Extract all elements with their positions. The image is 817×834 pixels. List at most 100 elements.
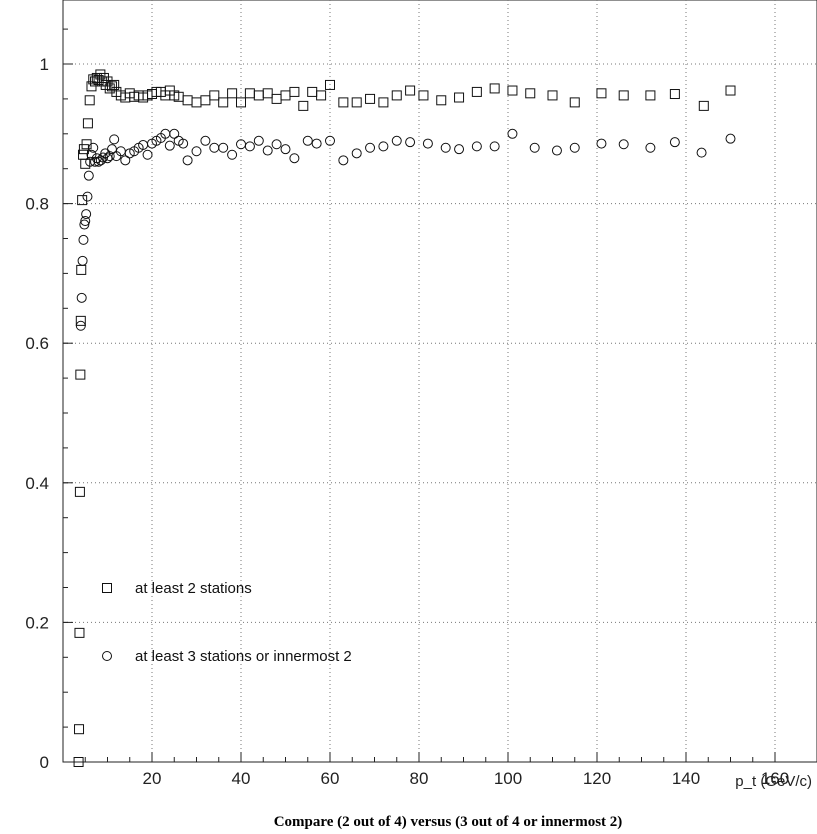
- square-point: [253, 90, 264, 101]
- y-tick-label: 0: [40, 753, 49, 772]
- square-point: [271, 93, 282, 104]
- x-tick-label: 160: [761, 769, 789, 788]
- circle-point: [289, 153, 300, 164]
- circle-point: [78, 234, 89, 245]
- square-point: [471, 86, 482, 97]
- square-point: [91, 72, 102, 83]
- circle-point: [618, 139, 629, 150]
- circle-point: [338, 155, 349, 166]
- x-tick-label: 100: [494, 769, 522, 788]
- circle-point: [311, 138, 322, 149]
- legend-label: at least 2 stations: [135, 580, 252, 597]
- circle-point: [85, 156, 96, 167]
- circle-point: [507, 128, 518, 139]
- square-point: [289, 86, 300, 97]
- grid-lines: [63, 0, 817, 762]
- square-point: [596, 88, 607, 99]
- square-point: [307, 86, 318, 97]
- circle-point: [454, 144, 465, 155]
- square-point: [77, 195, 88, 206]
- legend-circle-icon: [102, 651, 112, 661]
- circle-point: [95, 155, 106, 166]
- square-point: [200, 95, 211, 106]
- square-point: [489, 83, 500, 94]
- circle-point: [696, 147, 707, 158]
- square-point: [109, 79, 120, 90]
- square-point: [669, 89, 680, 100]
- square-point: [73, 757, 84, 767]
- circle-point: [76, 292, 87, 303]
- square-point: [74, 627, 85, 638]
- x-tick-label: 20: [143, 769, 162, 788]
- circle-point: [302, 135, 313, 146]
- x-tick-label: 140: [672, 769, 700, 788]
- circle-point: [391, 135, 402, 146]
- x-tick-label: 60: [321, 769, 340, 788]
- x-tick-label: 80: [410, 769, 429, 788]
- y-tick-label: 0.6: [25, 334, 49, 353]
- circle-point: [75, 320, 86, 331]
- circle-point: [529, 142, 540, 153]
- square-point: [645, 90, 656, 101]
- square-point: [365, 93, 376, 104]
- circle-point: [218, 142, 229, 153]
- series-2: [75, 128, 736, 331]
- circle-point: [253, 135, 264, 146]
- square-point: [547, 90, 558, 101]
- circle-point: [142, 149, 153, 160]
- square-point: [405, 85, 416, 96]
- square-point: [209, 90, 220, 101]
- square-point: [507, 85, 518, 96]
- circle-point: [191, 146, 202, 157]
- circle-point: [244, 141, 255, 152]
- square-point: [391, 90, 402, 101]
- square-point: [76, 264, 87, 275]
- circle-point: [440, 142, 451, 153]
- circle-point: [109, 134, 120, 145]
- square-point: [74, 724, 85, 735]
- square-point: [75, 315, 86, 326]
- legend-label: at least 3 stations or innermost 2: [135, 648, 352, 665]
- circle-point: [725, 133, 736, 144]
- circle-point: [77, 255, 88, 266]
- data-points: [73, 69, 736, 767]
- square-point: [80, 158, 91, 169]
- circle-point: [280, 144, 291, 155]
- circle-point: [200, 135, 211, 146]
- circle-point: [164, 140, 175, 151]
- square-point: [418, 90, 429, 101]
- square-point: [81, 139, 92, 150]
- square-point: [97, 76, 108, 87]
- circle-point: [551, 145, 562, 156]
- legend: at least 2 stations at least 3 stations o…: [102, 580, 352, 665]
- square-point: [378, 97, 389, 108]
- circle-point: [178, 138, 189, 149]
- y-tick-label: 0.8: [25, 195, 49, 214]
- chart-title: Compare (2 out of 4) versus (3 out of 4 …: [274, 814, 623, 830]
- square-point: [618, 90, 629, 101]
- x-axis-label: p_t (GeV/c): [735, 773, 812, 790]
- circle-point: [422, 138, 433, 149]
- circle-point: [79, 219, 90, 230]
- circle-point: [489, 141, 500, 152]
- legend-square-icon: [102, 583, 112, 593]
- square-point: [182, 95, 193, 106]
- circle-point: [182, 155, 193, 166]
- circle-point: [596, 138, 607, 149]
- circle-point: [645, 142, 656, 153]
- y-tick-label: 1: [40, 55, 49, 74]
- circle-point: [80, 216, 91, 227]
- circle-point: [227, 149, 238, 160]
- square-point: [236, 97, 246, 108]
- circle-point: [271, 139, 282, 150]
- square-point: [569, 97, 580, 108]
- circle-point: [669, 137, 680, 148]
- circle-point: [209, 142, 220, 153]
- x-tick-label: 40: [232, 769, 251, 788]
- square-point: [325, 79, 335, 90]
- square-point: [316, 90, 327, 101]
- square-point: [82, 118, 93, 129]
- square-point: [191, 97, 202, 108]
- square-point: [351, 97, 362, 108]
